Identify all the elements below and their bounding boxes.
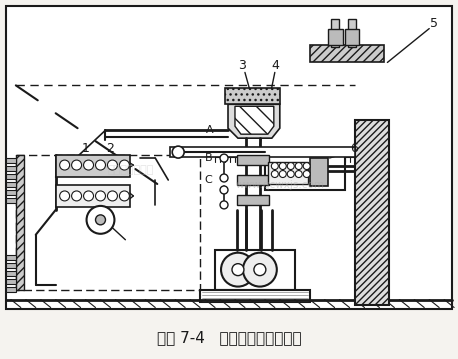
Bar — [6, 286, 16, 292]
Circle shape — [271, 163, 278, 169]
Bar — [237, 175, 269, 185]
Bar — [6, 6, 452, 309]
Circle shape — [220, 174, 228, 182]
Circle shape — [287, 171, 294, 177]
Circle shape — [243, 253, 277, 286]
Bar — [268, 162, 308, 184]
Bar — [6, 190, 16, 195]
Bar — [6, 182, 16, 187]
Text: C: C — [204, 175, 212, 185]
Bar — [6, 255, 16, 260]
Bar — [6, 174, 16, 179]
Circle shape — [120, 191, 130, 201]
Bar — [344, 29, 360, 45]
Circle shape — [303, 171, 310, 177]
Circle shape — [60, 191, 70, 201]
Bar — [6, 263, 16, 268]
Bar — [200, 290, 310, 302]
Text: 汽车维修技术网: 汽车维修技术网 — [107, 165, 153, 175]
Circle shape — [96, 191, 105, 201]
Bar — [6, 271, 16, 276]
Bar — [348, 19, 355, 47]
Circle shape — [303, 163, 310, 169]
Circle shape — [295, 163, 302, 169]
Circle shape — [120, 160, 130, 170]
Circle shape — [221, 253, 255, 286]
Circle shape — [220, 154, 228, 162]
Circle shape — [287, 163, 294, 169]
Text: 2: 2 — [107, 141, 114, 155]
Circle shape — [279, 171, 286, 177]
Circle shape — [254, 264, 266, 276]
Bar — [16, 155, 24, 290]
Text: 3: 3 — [238, 59, 246, 72]
Circle shape — [220, 186, 228, 194]
Circle shape — [108, 160, 117, 170]
Polygon shape — [235, 106, 274, 134]
Text: 补图 7-4   刚性反馈液压调速器: 补图 7-4 刚性反馈液压调速器 — [157, 330, 301, 345]
Circle shape — [83, 191, 93, 201]
Bar — [56, 155, 131, 177]
Bar — [310, 45, 384, 62]
Text: 6: 6 — [350, 141, 359, 155]
Bar — [237, 155, 269, 165]
Circle shape — [71, 191, 82, 201]
Bar — [225, 88, 280, 104]
Text: A: A — [206, 125, 213, 135]
Bar — [6, 166, 16, 171]
Bar — [6, 158, 16, 163]
Bar — [6, 198, 16, 203]
Circle shape — [96, 215, 105, 225]
Circle shape — [96, 160, 105, 170]
Circle shape — [295, 171, 302, 177]
Bar — [237, 195, 269, 205]
Text: 1: 1 — [82, 141, 89, 155]
Circle shape — [279, 163, 286, 169]
Text: 4: 4 — [271, 59, 279, 72]
Text: 5: 5 — [430, 17, 438, 30]
Circle shape — [271, 171, 278, 177]
Text: www.qcwxjs.com: www.qcwxjs.com — [235, 180, 324, 190]
Bar — [327, 29, 343, 45]
Bar — [6, 279, 16, 284]
Bar — [170, 147, 354, 157]
Circle shape — [108, 191, 117, 201]
Circle shape — [172, 146, 184, 158]
Text: B: B — [204, 153, 212, 163]
Bar — [310, 158, 327, 186]
Circle shape — [87, 206, 114, 234]
Bar — [265, 155, 344, 190]
Bar — [331, 19, 338, 47]
Polygon shape — [228, 104, 280, 138]
Circle shape — [60, 160, 70, 170]
Bar — [16, 155, 200, 290]
Bar — [215, 250, 295, 290]
Circle shape — [232, 264, 244, 276]
Bar — [56, 185, 131, 207]
Circle shape — [71, 160, 82, 170]
Circle shape — [83, 160, 93, 170]
Circle shape — [220, 201, 228, 209]
Bar — [354, 120, 389, 304]
